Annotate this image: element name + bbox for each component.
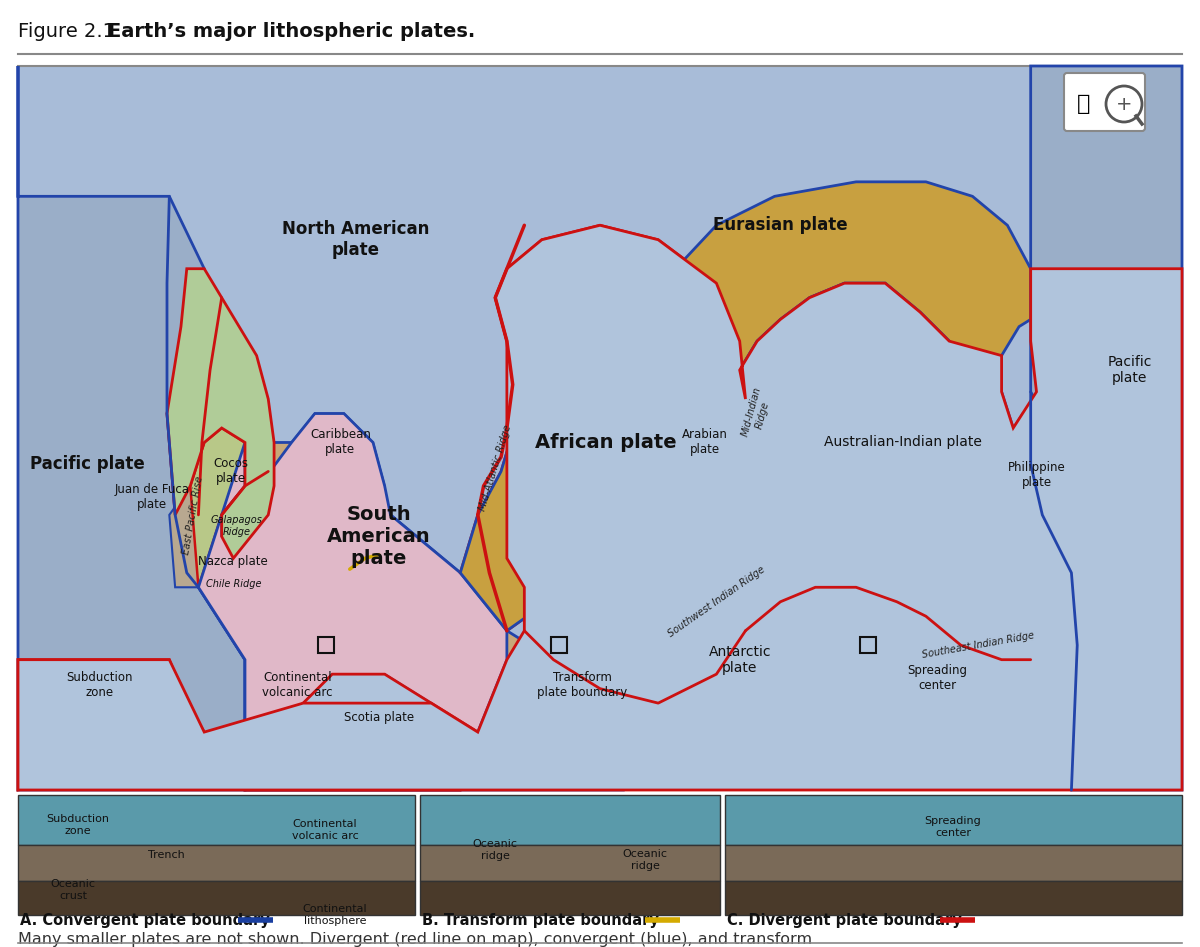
Text: Pacific plate: Pacific plate [30,456,145,474]
Text: Chile Ridge: Chile Ridge [205,579,262,589]
Text: Figure 2.1: Figure 2.1 [18,22,127,41]
Text: Many smaller plates are not shown. Divergent (red line on map), convergent (blue: Many smaller plates are not shown. Diver… [18,932,812,947]
Text: Oceanic
ridge: Oceanic ridge [623,849,667,871]
Bar [18,66,1182,790]
Text: Southeast Indian Ridge: Southeast Indian Ridge [922,631,1036,660]
Polygon shape [18,660,478,790]
Polygon shape [1002,414,1078,544]
Text: Caribbean
plate: Caribbean plate [310,428,371,456]
Polygon shape [198,442,623,790]
Polygon shape [292,414,385,500]
Text: Spreading
center: Spreading center [907,664,967,691]
Text: East Pacific Rise: East Pacific Rise [181,474,204,555]
Text: +: + [1116,95,1133,114]
Text: B. Transform plate boundary: B. Transform plate boundary [422,913,659,927]
Polygon shape [664,370,734,544]
Polygon shape [169,486,210,587]
Bar [420,846,720,882]
FancyBboxPatch shape [1064,73,1145,131]
Text: Subduction
zone: Subduction zone [47,814,109,836]
Bar [420,795,720,846]
Text: Southwest Indian Ridge: Southwest Indian Ridge [666,564,767,639]
Polygon shape [461,225,745,631]
Text: Oceanic
ridge: Oceanic ridge [473,839,517,861]
Text: Pacific
plate: Pacific plate [1108,355,1152,385]
Text: African plate: African plate [535,433,677,452]
Text: Arabian
plate: Arabian plate [682,428,727,456]
Text: Transform
plate boundary: Transform plate boundary [538,671,628,699]
Polygon shape [18,225,1182,790]
Polygon shape [728,283,1013,544]
Text: Scotia plate: Scotia plate [343,711,414,724]
Text: Mid-Atlantic Ridge: Mid-Atlantic Ridge [478,423,514,512]
Polygon shape [1031,66,1182,790]
Text: Spreading
center: Spreading center [925,816,982,838]
Text: Cocos
plate: Cocos plate [214,457,248,486]
Bar [18,882,415,915]
Bar [18,846,415,882]
Text: C. Divergent plate boundary: C. Divergent plate boundary [727,913,961,927]
Polygon shape [167,269,274,559]
Text: North American
plate: North American plate [282,221,430,259]
Text: Philippine
plate: Philippine plate [1008,461,1066,489]
Polygon shape [304,674,431,761]
Bar [551,637,568,653]
Text: Juan de Fuca
plate: Juan de Fuca plate [114,483,190,510]
Text: Earth’s major lithospheric plates.: Earth’s major lithospheric plates. [108,22,475,41]
Bar [420,882,720,915]
Bar [725,795,1182,846]
Text: Mid-Indian
Ridge: Mid-Indian Ridge [740,386,774,441]
Text: 🗐: 🗐 [1078,94,1091,114]
Bar [18,795,415,846]
Bar [859,637,876,653]
Text: Antarctic
plate: Antarctic plate [708,645,770,675]
Text: Eurasian plate: Eurasian plate [713,216,847,234]
Text: South
American
plate: South American plate [328,505,431,568]
Bar [725,846,1182,882]
Polygon shape [198,414,506,790]
Text: Australian-Indian plate: Australian-Indian plate [823,436,982,450]
Polygon shape [191,428,245,587]
Bar [725,882,1182,915]
Text: Galapagos
Ridge: Galapagos Ridge [211,515,263,537]
Text: Oceanic
crust: Oceanic crust [50,879,96,901]
Text: Continental
volcanic arc: Continental volcanic arc [262,671,332,699]
Text: Subduction
zone: Subduction zone [66,671,133,699]
Polygon shape [18,66,245,790]
Text: Trench: Trench [148,850,185,860]
Text: A. Convergent plate boundary: A. Convergent plate boundary [20,913,270,927]
Polygon shape [461,182,1031,631]
Text: Continental
lithosphere: Continental lithosphere [302,904,367,926]
Text: Continental
volcanic arc: Continental volcanic arc [292,819,359,841]
Bar [318,637,335,653]
Text: Nazca plate: Nazca plate [198,556,269,568]
